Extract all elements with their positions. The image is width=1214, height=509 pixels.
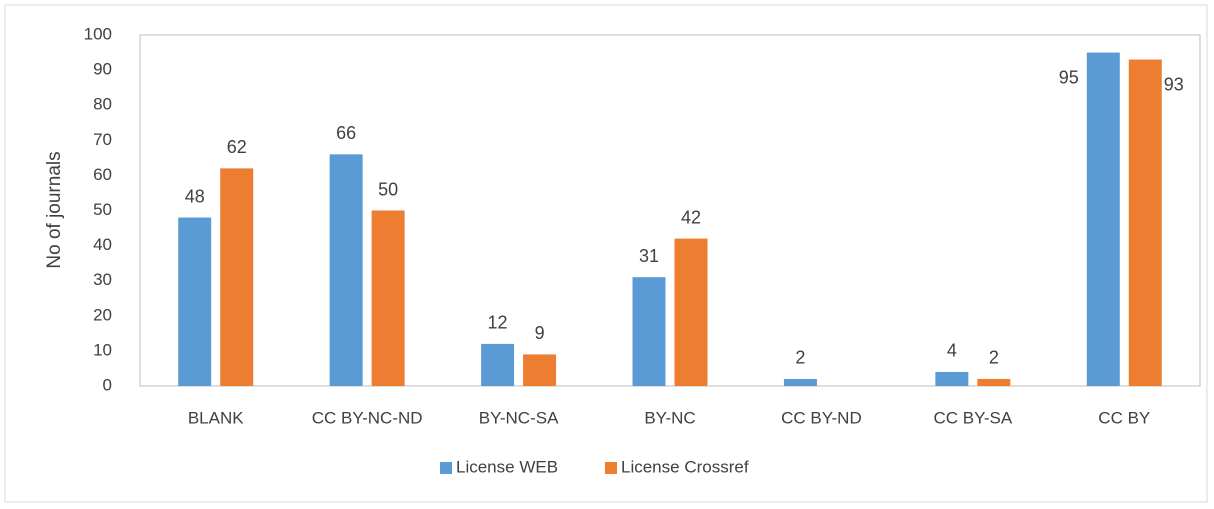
data-label: 50 <box>378 179 398 199</box>
plot-frame <box>139 34 1201 387</box>
data-label: 66 <box>336 123 356 143</box>
bar <box>977 378 1011 386</box>
data-label: 42 <box>681 207 701 227</box>
bar <box>220 168 254 386</box>
bar <box>481 343 515 386</box>
x-tick-label: CC BY-NC-ND <box>312 408 423 427</box>
legend-label: License Crossref <box>621 457 749 476</box>
x-tick-label: BY-NC <box>644 408 695 427</box>
x-tick-label: CC BY-SA <box>933 408 1012 427</box>
data-label: 2 <box>795 348 805 368</box>
y-tick-label: 90 <box>93 60 112 79</box>
bar <box>783 378 817 386</box>
bar <box>632 277 666 386</box>
data-label: 2 <box>989 348 999 368</box>
y-tick-label: 10 <box>93 340 112 359</box>
y-axis-title: No of journals <box>44 151 65 268</box>
legend-label: License WEB <box>456 457 558 476</box>
bar <box>523 354 557 386</box>
data-label: 48 <box>185 186 205 206</box>
y-tick-label: 30 <box>93 270 112 289</box>
y-tick-label: 70 <box>93 130 112 149</box>
bar <box>1086 52 1120 387</box>
data-label: 12 <box>488 313 508 333</box>
y-tick-label: 100 <box>84 24 112 43</box>
legend-swatch <box>605 462 617 474</box>
y-tick-label: 60 <box>93 165 112 184</box>
bar <box>371 210 405 386</box>
chart-frame <box>4 4 1208 503</box>
legend-swatch <box>440 462 452 474</box>
bar <box>674 238 708 386</box>
x-tick-label: BLANK <box>188 408 244 427</box>
y-tick-label: 40 <box>93 235 112 254</box>
bar <box>329 154 363 386</box>
y-tick-label: 0 <box>103 375 112 394</box>
bar <box>178 217 212 386</box>
bar <box>935 371 969 386</box>
data-label: 93 <box>1164 74 1184 94</box>
x-tick-label: BY-NC-SA <box>479 408 559 427</box>
y-tick-label: 20 <box>93 305 112 324</box>
y-tick-label: 50 <box>93 200 112 219</box>
data-label: 31 <box>639 246 659 266</box>
x-tick-label: CC BY <box>1098 408 1150 427</box>
data-label: 62 <box>227 137 247 157</box>
x-tick-label: CC BY-ND <box>781 408 862 427</box>
y-tick-label: 80 <box>93 95 112 114</box>
data-label: 95 <box>1059 67 1079 87</box>
data-label: 9 <box>535 323 545 343</box>
data-label: 4 <box>947 341 957 361</box>
bar <box>1128 59 1162 386</box>
